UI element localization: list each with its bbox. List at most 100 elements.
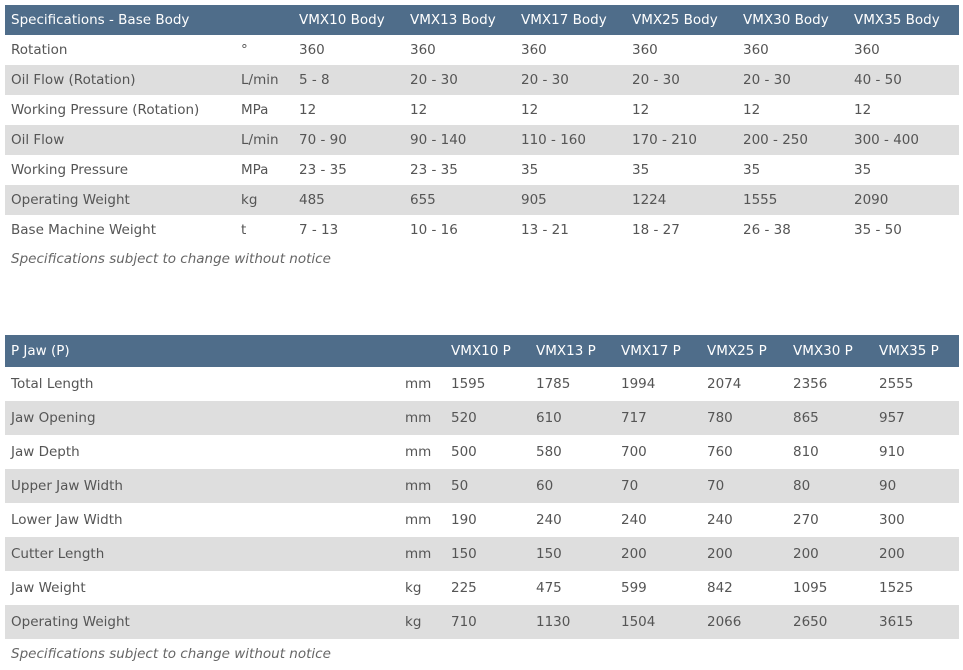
table-row: Jaw Depth mm 500 580 700 760 810 910	[5, 435, 959, 469]
spec-unit: °	[241, 42, 248, 58]
spec-value: 26 - 38	[743, 222, 791, 238]
model-column-header: VMX17 Body	[515, 5, 626, 35]
spec-value: 1130	[530, 605, 615, 639]
spec-value: 50	[445, 469, 530, 503]
spec-value: 520	[445, 401, 530, 435]
table-row: Oil Flow L/min 70 - 90 90 - 140 110 - 160 170…	[5, 125, 959, 155]
table-header-row: Specifications - Base Body VMX10 Body VMX1…	[5, 5, 959, 35]
spec-value: 10 - 16	[410, 222, 458, 238]
spec-value: 2555	[879, 376, 914, 392]
spec-value: 90	[873, 469, 959, 503]
spec-disclaimer: Specifications subject to change without…	[11, 646, 331, 662]
spec-unit: MPa	[241, 162, 269, 178]
table-row: Working Pressure (Rotation) MPa 12 12 12 12 12…	[5, 95, 959, 125]
model-column-header: VMX35 Body	[848, 5, 959, 35]
spec-value: 475	[536, 580, 562, 596]
spec-value: 200	[615, 537, 701, 571]
spec-value: 150	[530, 537, 615, 571]
spec-value: 20 - 30	[404, 65, 515, 95]
spec-value: 360	[632, 42, 658, 58]
spec-value: 865	[787, 401, 873, 435]
spec-unit: mm	[405, 512, 432, 528]
spec-value: 110 - 160	[515, 125, 626, 155]
spec-value: 360	[410, 42, 436, 58]
spec-value: 599	[621, 580, 647, 596]
model-column-header: VMX10 Body	[293, 5, 404, 35]
spec-value: 20 - 30	[515, 65, 626, 95]
spec-value: 2650	[787, 605, 873, 639]
spec-value: 35 - 50	[854, 222, 902, 238]
spec-value: 300	[879, 512, 905, 528]
spec-value: 12	[299, 102, 317, 118]
spec-value: 905	[515, 185, 626, 215]
spec-value: 2090	[848, 185, 959, 215]
table-row: Operating Weight kg 710 1130 1504 2066 2650 361…	[5, 605, 959, 639]
spec-value: 35	[632, 162, 650, 178]
spec-value: 717	[615, 401, 701, 435]
spec-value: 12	[854, 102, 872, 118]
spec-value: 60	[530, 469, 615, 503]
spec-value: 150	[445, 537, 530, 571]
spec-value: 12	[410, 102, 428, 118]
spec-value: 1595	[451, 376, 486, 392]
spec-value: 200	[701, 537, 787, 571]
spec-value: 12	[521, 102, 539, 118]
model-column-header: VMX25 Body	[626, 5, 737, 35]
table-row: Base Machine Weight t 7 - 13 10 - 16 13 - 21…	[5, 215, 959, 245]
model-column-header: VMX30 Body	[737, 5, 848, 35]
spec-value: 710	[445, 605, 530, 639]
spec-value: 240	[707, 512, 733, 528]
spec-label: Working Pressure	[11, 162, 128, 178]
spec-value: 170 - 210	[626, 125, 737, 155]
spec-disclaimer: Specifications subject to change without…	[11, 251, 331, 267]
table-row: Operating Weight kg 485 655 905 1224 1555 2090	[5, 185, 959, 215]
spec-value: 12	[632, 102, 650, 118]
unit-column-header	[235, 5, 293, 35]
spec-value: 1555	[737, 185, 848, 215]
spec-value: 5 - 8	[293, 65, 404, 95]
spec-label: Oil Flow (Rotation)	[5, 65, 235, 95]
spec-label: Jaw Opening	[5, 401, 399, 435]
spec-label: Base Machine Weight	[11, 222, 156, 238]
spec-unit: mm	[405, 376, 432, 392]
spec-value: 200 - 250	[737, 125, 848, 155]
spec-value: 610	[530, 401, 615, 435]
spec-label: Lower Jaw Width	[11, 512, 123, 528]
spec-unit: kg	[235, 185, 293, 215]
spec-value: 20 - 30	[737, 65, 848, 95]
spec-value: 2066	[701, 605, 787, 639]
spec-label: Total Length	[11, 376, 94, 392]
spec-label: Rotation	[11, 42, 68, 58]
spec-value: 2074	[707, 376, 742, 392]
table-row: Upper Jaw Width mm 50 60 70 70 80 90	[5, 469, 959, 503]
spec-value: 1095	[793, 580, 828, 596]
spec-value: 35	[854, 162, 872, 178]
spec-value: 485	[293, 185, 404, 215]
table-row: Lower Jaw Width mm 190 240 240 240 270 300	[5, 503, 959, 537]
spec-value: 300 - 400	[848, 125, 959, 155]
spec-value: 360	[743, 42, 769, 58]
base-body-spec-table: Specifications - Base Body VMX10 Body VMX1…	[5, 5, 959, 245]
spec-value: 240	[536, 512, 562, 528]
table-row: Cutter Length mm 150 150 200 200 200 200	[5, 537, 959, 571]
spec-value: 580	[536, 444, 562, 460]
spec-value: 35	[521, 162, 539, 178]
table-row: Jaw Opening mm 520 610 717 780 865 957	[5, 401, 959, 435]
spec-value: 842	[707, 580, 733, 596]
model-column-header: VMX17 P	[615, 335, 701, 367]
table-row: Oil Flow (Rotation) L/min 5 - 8 20 - 30 20 -…	[5, 65, 959, 95]
table-title: Specifications - Base Body	[5, 5, 235, 35]
spec-unit: mm	[399, 537, 445, 571]
spec-value: 70	[701, 469, 787, 503]
spec-value: 200	[873, 537, 959, 571]
spec-unit: mm	[405, 444, 432, 460]
model-column-header: VMX30 P	[787, 335, 873, 367]
spec-label: Working Pressure (Rotation)	[11, 102, 200, 118]
spec-label: Cutter Length	[5, 537, 399, 571]
spec-label: Operating Weight	[5, 185, 235, 215]
spec-unit: mm	[399, 401, 445, 435]
spec-value: 23 - 35	[410, 162, 458, 178]
spec-value: 1525	[879, 580, 914, 596]
table-row: Rotation ° 360 360 360 360 360 360	[5, 35, 959, 65]
spec-value: 360	[854, 42, 880, 58]
